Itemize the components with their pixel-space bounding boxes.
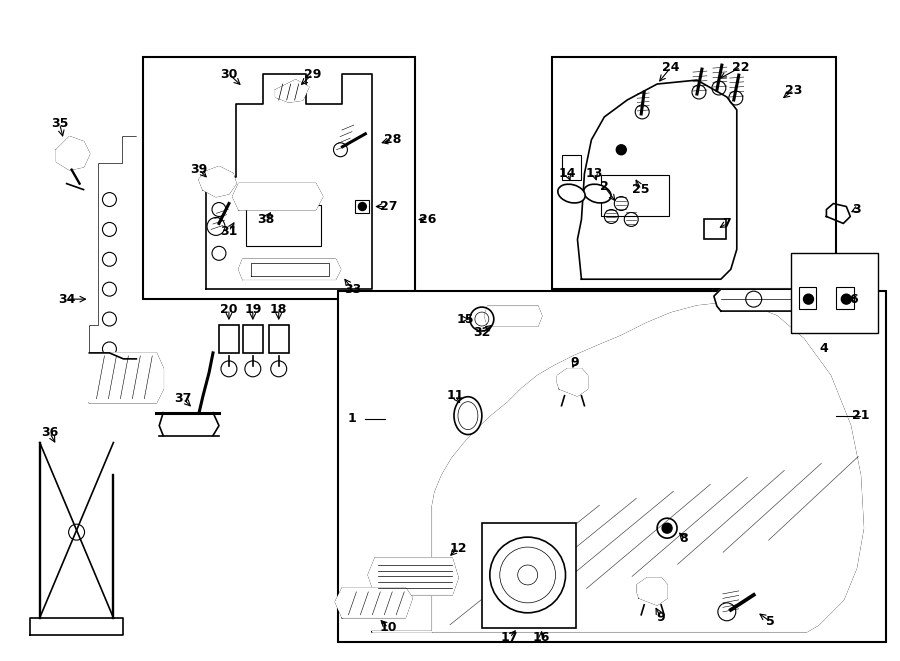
- Text: 23: 23: [785, 83, 802, 97]
- Bar: [143, 57, 415, 299]
- Bar: [704, 219, 725, 239]
- Text: 6: 6: [849, 293, 858, 305]
- Text: 1: 1: [348, 412, 356, 425]
- Polygon shape: [89, 353, 163, 403]
- Text: 28: 28: [383, 134, 400, 146]
- Bar: [562, 155, 581, 180]
- Text: 39: 39: [191, 163, 208, 176]
- Circle shape: [358, 202, 366, 210]
- Text: 8: 8: [680, 531, 688, 545]
- Text: 15: 15: [456, 313, 473, 326]
- Polygon shape: [485, 306, 542, 326]
- Text: 30: 30: [220, 67, 238, 81]
- Polygon shape: [206, 74, 373, 289]
- Text: 10: 10: [380, 621, 397, 635]
- Text: 3: 3: [852, 203, 860, 216]
- Text: 31: 31: [220, 225, 238, 238]
- Bar: [338, 291, 886, 642]
- Polygon shape: [199, 167, 236, 196]
- Text: 16: 16: [533, 631, 550, 644]
- Bar: [246, 204, 320, 247]
- Text: 19: 19: [244, 303, 262, 315]
- Text: 37: 37: [175, 392, 192, 405]
- Text: 35: 35: [51, 118, 68, 130]
- Text: 32: 32: [473, 327, 491, 340]
- Polygon shape: [275, 80, 309, 102]
- Ellipse shape: [458, 402, 478, 430]
- Ellipse shape: [558, 184, 585, 203]
- Text: 34: 34: [58, 293, 76, 305]
- Text: 26: 26: [419, 213, 436, 226]
- Polygon shape: [238, 259, 340, 279]
- Bar: [601, 175, 669, 217]
- Text: 11: 11: [446, 389, 464, 403]
- Text: 12: 12: [449, 541, 467, 555]
- Circle shape: [662, 524, 672, 533]
- Bar: [790, 253, 878, 333]
- Bar: [243, 325, 263, 353]
- Text: 4: 4: [819, 342, 828, 356]
- Bar: [836, 287, 854, 309]
- Bar: [269, 325, 289, 353]
- Ellipse shape: [584, 184, 611, 203]
- Text: 5: 5: [766, 615, 775, 628]
- Text: 24: 24: [662, 61, 680, 73]
- Text: 9: 9: [571, 356, 579, 369]
- Circle shape: [842, 294, 851, 304]
- Text: 33: 33: [344, 283, 361, 295]
- Text: 22: 22: [732, 61, 750, 73]
- Text: 27: 27: [380, 200, 397, 213]
- Text: 36: 36: [41, 426, 58, 439]
- Text: 2: 2: [600, 180, 608, 193]
- Polygon shape: [89, 137, 136, 363]
- Polygon shape: [578, 80, 737, 279]
- Bar: [798, 287, 816, 309]
- Text: 29: 29: [304, 67, 321, 81]
- Polygon shape: [336, 588, 412, 618]
- Circle shape: [616, 145, 626, 155]
- Circle shape: [804, 294, 814, 304]
- Polygon shape: [714, 289, 846, 311]
- Polygon shape: [233, 184, 322, 210]
- Ellipse shape: [454, 397, 482, 434]
- Polygon shape: [637, 578, 667, 605]
- Polygon shape: [368, 558, 458, 595]
- Text: 9: 9: [657, 611, 665, 624]
- Text: 18: 18: [270, 303, 287, 315]
- Text: 25: 25: [633, 183, 650, 196]
- Bar: [552, 57, 836, 289]
- Text: 20: 20: [220, 303, 238, 315]
- Polygon shape: [373, 303, 863, 632]
- Bar: [219, 325, 238, 353]
- Bar: [356, 200, 369, 214]
- Text: 7: 7: [723, 217, 731, 230]
- Polygon shape: [57, 137, 89, 170]
- Polygon shape: [557, 369, 588, 396]
- Text: 17: 17: [501, 631, 518, 644]
- Bar: [482, 524, 577, 628]
- Text: 14: 14: [559, 167, 576, 180]
- Text: 21: 21: [851, 409, 869, 422]
- Text: 13: 13: [586, 167, 603, 180]
- Text: 38: 38: [257, 213, 274, 226]
